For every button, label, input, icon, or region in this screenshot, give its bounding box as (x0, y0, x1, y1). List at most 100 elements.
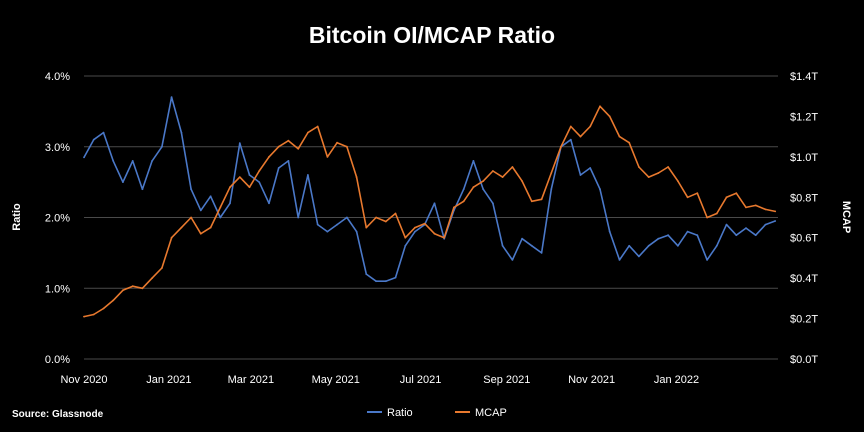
ratio-point (433, 202, 436, 205)
legend-label-ratio: Ratio (387, 407, 413, 419)
ratio-point (170, 96, 173, 99)
mcap-point (492, 170, 494, 172)
x-tick-label: Mar 2021 (228, 374, 274, 386)
ratio-point (384, 280, 387, 283)
ratio-point (258, 181, 261, 184)
mcap-point (394, 212, 397, 215)
mcap-point (715, 212, 718, 215)
ratio-point (404, 244, 407, 247)
ratio-point (472, 160, 475, 162)
ratio-point (608, 230, 611, 233)
mcap-point (219, 206, 222, 209)
ratio-point (131, 160, 134, 162)
ratio-point (277, 167, 280, 169)
mcap-point (462, 200, 465, 203)
ratio-point (706, 259, 708, 261)
mcap-point (151, 277, 154, 279)
mcap-point (521, 180, 523, 183)
right-tick-label: $0.0T (790, 354, 818, 366)
ratio-point (141, 188, 144, 191)
mcap-point (307, 131, 309, 134)
mcap-point (608, 115, 611, 118)
ratio-point (492, 202, 494, 205)
x-tick-label: Sep 2021 (483, 374, 530, 386)
mcap-point (550, 172, 553, 174)
mcap-point (336, 141, 338, 144)
mcap-point (423, 222, 426, 225)
mcap-point (375, 216, 377, 219)
ratio-point (774, 220, 777, 222)
ratio-point (667, 234, 669, 237)
x-tick-label: Jan 2022 (654, 374, 699, 386)
legend: Ratio MCAP (367, 407, 507, 419)
ratio-point (229, 202, 231, 205)
mcap-point (83, 315, 85, 318)
legend-label-mcap: MCAP (475, 407, 507, 419)
mcap-point (384, 220, 387, 223)
ratio-point (151, 160, 154, 162)
ratio-point (307, 174, 309, 176)
ratio-point (647, 244, 650, 247)
mcap-point (258, 170, 261, 172)
ratio-point (238, 142, 241, 145)
left-axis-ticks: 0.0% 1.0% 2.0% 3.0% 4.0% (45, 71, 70, 366)
mcap-point (355, 176, 358, 179)
x-tick-label: Jul 2021 (400, 374, 442, 386)
ratio-point (268, 202, 270, 205)
mcap-point (365, 226, 368, 229)
left-tick-label: 2.0% (45, 213, 70, 225)
x-tick-label: Nov 2020 (60, 374, 107, 386)
ratio-point (326, 230, 329, 233)
left-tick-label: 0.0% (45, 354, 70, 366)
ratio-point (677, 244, 679, 247)
right-tick-label: $0.8T (790, 192, 818, 204)
mcap-point (141, 287, 144, 290)
mcap-point (268, 156, 270, 158)
ratio-point (579, 174, 582, 176)
mcap-point (706, 216, 708, 219)
mcap-point (404, 236, 407, 239)
x-tick-label: May 2021 (312, 374, 360, 386)
mcap-point (161, 267, 163, 269)
ratio-point (482, 188, 485, 191)
ratio-point (628, 244, 631, 247)
right-tick-label: $1.2T (790, 111, 818, 123)
ratio-point (540, 252, 543, 254)
mcap-point (638, 166, 640, 168)
mcap-point (745, 206, 747, 209)
ratio-point (764, 223, 767, 226)
mcap-point (346, 145, 348, 148)
ratio-point (550, 188, 553, 191)
ratio-point (83, 156, 85, 159)
mcap-point (277, 145, 280, 148)
mcap-point (530, 200, 533, 203)
mcap-point (248, 186, 251, 189)
ratio-point (599, 188, 601, 191)
ratio-point (725, 223, 728, 226)
ratio-point (297, 216, 300, 219)
mcap-point (433, 232, 436, 235)
ratio-point (638, 255, 640, 258)
mcap-point (589, 125, 592, 128)
left-tick-label: 4.0% (45, 71, 70, 83)
right-tick-label: $0.4T (790, 273, 818, 285)
mcap-point (511, 166, 514, 168)
mcap-point (628, 141, 631, 144)
ratio-point (569, 138, 572, 141)
ratio-point (618, 259, 621, 261)
mcap-point (754, 204, 757, 207)
mcap-point (326, 156, 329, 158)
ratio-point (199, 209, 202, 212)
left-axis-title: Ratio (11, 203, 23, 231)
mcap-point (501, 176, 504, 179)
mcap-point (316, 125, 319, 128)
mcap-point (229, 186, 231, 189)
ratio-point (122, 181, 124, 184)
ratio-line (83, 96, 776, 282)
ratio-point (589, 167, 592, 169)
mcap-point (287, 139, 290, 142)
ratio-point (355, 230, 358, 233)
ratio-point (102, 131, 105, 134)
ratio-point (686, 230, 689, 233)
